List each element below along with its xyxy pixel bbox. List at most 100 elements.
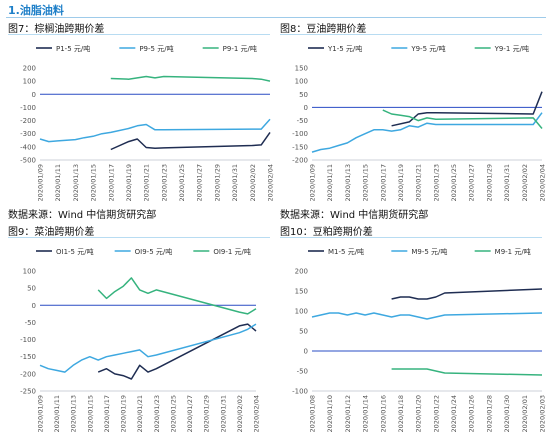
series-line [110,75,271,82]
y-tick-label: -50 [297,117,308,125]
y-tick-label: 150 [295,288,308,296]
y-tick-label: 100 [295,308,308,316]
x-tick-label: 2020/02/01 [521,395,529,432]
x-tick-label: 2020/01/13 [344,164,352,201]
x-tick-label: 2020/01/24 [450,395,458,432]
legend-label: Y9-1 元/吨 [494,44,529,53]
x-tick-label: 2020/01/17 [103,395,111,432]
x-tick-label: 2020/02/04 [253,395,261,432]
series-line [110,131,271,151]
x-tick-label: 2020/02/02 [236,395,244,432]
chart-rapeseed-oil-spreads: OI1-5 元/吨 OI9-5 元/吨 OI9-1 元/吨 -250 -200 -150 -… [20,247,261,432]
series-line [311,112,543,153]
y-tick-label: -400 [20,143,36,151]
legend-label: OI1-5 元/吨 [56,247,94,256]
x-tick-label: 2020/01/21 [143,164,151,201]
x-tick-label: 2020/01/25 [169,395,177,432]
y-tick-label: 200 [23,65,36,73]
series-line [391,91,543,127]
x-tick-label: 2020/01/09 [37,164,45,201]
x-tick-label: 2020/01/09 [309,164,317,201]
y-tick-label: 200 [295,268,308,276]
chart-soybean-meal-spreads: M1-5 元/吨 M9-5 元/吨 M9-1 元/吨 -100 -50 0 50 100 150… [292,247,547,432]
source-note: 数据来源：Wind 中信期货研究部 [8,210,157,221]
y-tick-label: -200 [20,117,36,125]
x-tick-label: 2020/01/25 [450,164,458,201]
series-line [382,109,543,129]
source-note: 数据来源：Wind 中信期货研究部 [280,210,429,221]
legend-label: P9-1 元/吨 [223,44,257,53]
y-tick-label: 100 [23,268,36,276]
x-tick-label: 2020/01/29 [203,395,211,432]
x-tick-label: 2020/02/02 [249,164,257,201]
x-tick-label: 2020/01/29 [485,164,493,201]
x-tick-label: 2020/01/23 [153,395,161,432]
x-tick-label: 2020/01/31 [219,395,227,432]
title-divider [280,237,542,238]
x-tick-label: 2020/01/19 [397,164,405,201]
x-tick-label: 2020/01/15 [90,164,98,201]
y-tick-label: -500 [20,157,36,165]
x-tick-label: 2020/01/16 [379,395,387,432]
series-line [39,323,257,373]
x-tick-label: 2020/01/21 [415,164,423,201]
series-line [391,288,543,300]
x-tick-label: 2020/01/14 [362,395,370,432]
x-tick-label: 2020/01/11 [53,395,61,432]
x-tick-label: 2020/01/15 [86,395,94,432]
x-tick-label: 2020/01/27 [196,164,204,201]
y-tick-label: -200 [292,157,308,165]
x-tick-label: 2020/02/02 [521,164,529,201]
x-tick-label: 2020/01/10 [326,395,334,432]
y-tick-label: 0 [32,302,36,310]
x-tick-label: 2020/02/03 [539,395,547,432]
chart-panel-rapeseed-oil: 数据来源：Wind 中信期货研究部 图9：菜油跨期价差 OI1-5 元/吨 OI9… [8,210,276,437]
y-tick-label: -50 [297,368,308,376]
chart-title: 图8：豆油跨期价差 [280,24,367,35]
x-tick-label: 2020/02/04 [539,164,547,201]
x-tick-label: 2020/01/13 [70,395,78,432]
y-tick-label: 50 [299,328,308,336]
series-line [391,368,543,376]
x-tick-label: 2020/01/31 [231,164,239,201]
x-tick-label: 2020/01/20 [415,395,423,432]
x-tick-label: 2020/01/31 [503,164,511,201]
y-tick-label: 150 [295,65,308,73]
x-tick-label: 2020/01/19 [120,395,128,432]
series-line [311,312,543,320]
chart-title: 图10：豆粕跨期价差 [280,227,373,238]
chart-panel-soybean-meal: 数据来源：Wind 中信期货研究部 图10：豆粕跨期价差 M1-5 元/吨 M9-… [280,210,548,437]
y-tick-label: -100 [20,104,36,112]
x-tick-label: 2020/01/21 [136,395,144,432]
chart-panel-palm-oil: 图7：棕榈油跨期价差 P1-5 元/吨 P9-5 元/吨 P9-1 元/吨 -500 -… [8,20,276,206]
x-tick-label: 2020/01/23 [432,164,440,201]
x-tick-label: 2020/01/27 [468,164,476,201]
legend-label: M9-5 元/吨 [411,247,447,256]
legend-label: P9-5 元/吨 [139,44,173,53]
x-tick-label: 2020/01/22 [432,395,440,432]
y-tick-label: -50 [25,319,36,327]
y-tick-label: 100 [23,78,36,86]
legend-label: P1-5 元/吨 [56,44,90,53]
y-tick-label: 0 [304,348,308,356]
x-tick-label: 2020/01/11 [326,164,334,201]
y-tick-label: -250 [20,388,36,396]
title-divider [8,237,270,238]
y-tick-label: 0 [304,104,308,112]
legend-label: Y9-5 元/吨 [410,44,445,53]
x-tick-label: 2020/01/11 [54,164,62,201]
x-tick-label: 2020/01/18 [397,395,405,432]
x-tick-label: 2020/01/19 [125,164,133,201]
x-tick-label: 2020/02/04 [267,164,275,201]
y-tick-label: -200 [20,370,36,378]
y-tick-label: -100 [292,388,308,396]
x-tick-label: 2020/01/30 [503,395,511,432]
legend-label: Y1-5 元/吨 [327,44,362,53]
y-tick-label: -100 [20,336,36,344]
legend-label: M9-1 元/吨 [495,247,531,256]
x-tick-label: 2020/01/13 [72,164,80,201]
y-tick-label: -150 [292,143,308,151]
title-divider [8,34,270,35]
legend-label: OI9-1 元/吨 [213,247,251,256]
y-tick-label: 0 [32,91,36,99]
